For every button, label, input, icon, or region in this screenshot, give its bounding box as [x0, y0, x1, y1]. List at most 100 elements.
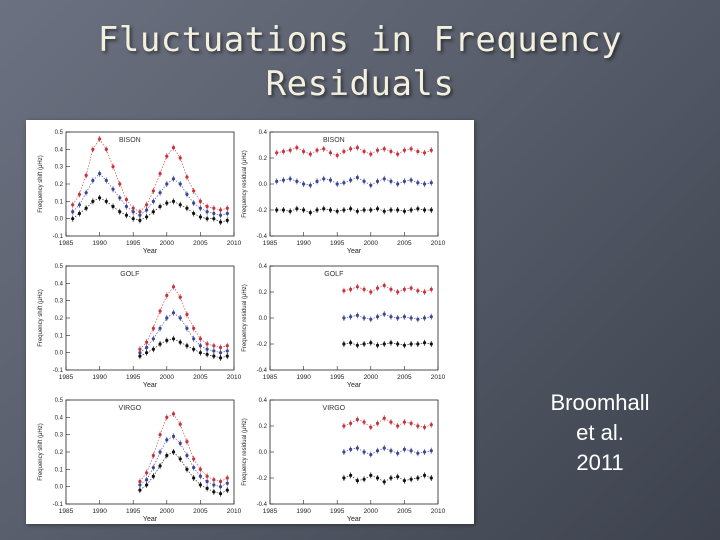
virgo-shift-series-2-point: [165, 453, 169, 458]
golf-shift-series-1-point: [138, 351, 142, 355]
golf-shift-series-1-point: [185, 326, 189, 330]
golf-residual-ylabel: Frequency residual (μHz): [242, 284, 248, 351]
bison-residual-series-0-point: [389, 149, 393, 154]
bison-shift-series-1-point: [158, 191, 162, 195]
bison-residual-series-0-point: [396, 152, 400, 156]
golf-shift-series-0-point: [198, 337, 202, 341]
golf-shift-series-2-point: [178, 340, 182, 344]
bison-residual-series-2-point: [315, 208, 319, 212]
bison-shift-xtick-label: 2000: [160, 240, 175, 247]
bison-shift-series-0-segment: [92, 138, 100, 150]
bison-shift-series-2-point: [104, 199, 108, 203]
bison-shift-series-1-point: [91, 178, 95, 183]
golf-shift-series-0-point: [158, 309, 162, 313]
bison-shift-series-0-segment: [79, 175, 87, 195]
bison-residual-series-1-point: [315, 179, 319, 183]
bison-shift-series-2-point: [158, 204, 162, 209]
bison-shift-series-1-point: [205, 210, 209, 214]
virgo-residual-xtick-label: 1985: [263, 508, 278, 515]
golf-shift-ytick-label: 0.1: [55, 333, 64, 339]
virgo-shift-series-0-point: [138, 479, 142, 484]
bison-residual-series-0-point: [275, 151, 279, 155]
golf-shift-xtick-label: 2000: [160, 374, 175, 381]
bison-shift-series-1-point: [71, 210, 75, 214]
virgo-residual-series-2-point: [349, 473, 353, 477]
golf-residual-series-1-point: [422, 316, 427, 320]
virgo-residual-label: VIRGO: [323, 405, 346, 412]
virgo-residual-series-0-point: [389, 420, 393, 424]
bison-residual-series-2-point: [281, 208, 286, 212]
golf-shift-series-2-point: [145, 351, 149, 355]
virgo-shift-series-1-point: [205, 479, 209, 484]
golf-shift-series-0-point: [165, 293, 169, 298]
virgo-shift-series-0-point: [192, 457, 196, 461]
bison-residual-series-0-point: [302, 149, 306, 154]
virgo-residual-series-1-point: [349, 447, 353, 451]
virgo-shift-xlabel: Year: [143, 516, 158, 523]
bison-shift-series-1-segment: [79, 192, 87, 205]
bison-shift-series-1-segment: [119, 197, 127, 207]
golf-shift-xtick-label: 1985: [59, 374, 74, 381]
bison-residual-series-2-point: [322, 207, 326, 211]
golf-shift-xtick-label: 1995: [126, 374, 141, 381]
golf-residual-series-2-point: [429, 342, 433, 346]
golf-residual-series-0-point: [375, 286, 380, 290]
virgo-shift-ytick-label: 0.3: [55, 433, 64, 439]
bison-shift-series-2-point: [98, 196, 102, 200]
bison-shift-series-2-point: [77, 211, 82, 216]
bison-residual-series-2-point: [302, 208, 306, 212]
bison-shift-xtick-label: 1985: [59, 240, 74, 247]
bison-shift-series-2-point: [84, 206, 88, 210]
bison-shift-series-2-point: [151, 210, 155, 214]
bison-residual-series-2-point: [422, 208, 427, 212]
bison-residual-series-1-point: [375, 179, 380, 183]
bison-residual-series-0-point: [315, 148, 319, 152]
bison-shift-ylabel: Frequency shift (μHz): [38, 155, 44, 212]
virgo-shift-xtick-label: 1985: [59, 508, 74, 515]
bison-residual-series-2-point: [335, 209, 339, 213]
golf-residual-series-0-point: [355, 285, 359, 289]
golf-residual-series-0-point: [422, 290, 427, 294]
golf-residual-series-0-point: [369, 290, 373, 294]
virgo-residual-series-0-point: [362, 420, 366, 424]
virgo-shift-series-2-point: [218, 492, 223, 496]
bison-shift-series-1-point: [104, 178, 108, 183]
bison-shift-series-0-segment: [186, 176, 194, 192]
bison-shift-series-1-point: [138, 213, 142, 217]
bison-shift-series-2-point: [205, 217, 209, 221]
golf-shift-series-1-segment: [179, 317, 188, 329]
virgo-residual-series-1-point: [382, 446, 386, 450]
bison-shift-series-1-segment: [146, 201, 154, 211]
virgo-residual-ytick-label: -0.2: [257, 476, 268, 482]
bison-residual-series-0-point: [362, 149, 366, 154]
virgo-residual-series-2-point: [342, 476, 346, 480]
bison-shift-series-0-point: [218, 208, 223, 212]
bison-residual-series-2-point: [396, 208, 400, 212]
virgo-shift-series-2-segment: [186, 469, 194, 479]
virgo-residual-series-0-point: [409, 421, 413, 425]
bison-shift-series-0-segment: [126, 199, 134, 209]
golf-shift-series-0-segment: [186, 314, 194, 329]
bison-shift-series-0-point: [71, 203, 75, 207]
virgo-shift-series-0-segment: [193, 458, 201, 470]
virgo-shift-ylabel: Frequency shift (μHz): [38, 423, 44, 480]
bison-residual-series-1-point: [295, 179, 299, 183]
virgo-residual-series-0-point: [402, 420, 406, 424]
bison-shift-series-0-point: [138, 210, 142, 214]
golf-residual-series-2-point: [362, 342, 366, 346]
bison-residual-xtick-label: 2010: [431, 240, 446, 247]
golf-residual-series-0-point: [349, 287, 353, 291]
bison-shift-series-0-point: [84, 173, 88, 177]
virgo-residual-ytick-label: -0.4: [257, 502, 268, 508]
bison-residual-series-1-point: [382, 177, 386, 181]
virgo-residual-series-0-point: [416, 424, 420, 428]
golf-shift-series-0-point: [218, 345, 223, 350]
bison-shift-series-1-segment: [85, 180, 94, 193]
virgo-residual-series-0-point: [422, 425, 427, 429]
golf-shift-series-1-point: [165, 316, 169, 320]
virgo-residual-series-1-point: [402, 447, 406, 451]
golf-shift-series-2-point: [212, 354, 216, 358]
virgo-shift-series-0-point: [165, 415, 169, 419]
bison-shift-series-0-point: [185, 175, 189, 179]
golf-residual-xtick-label: 1990: [296, 374, 311, 381]
